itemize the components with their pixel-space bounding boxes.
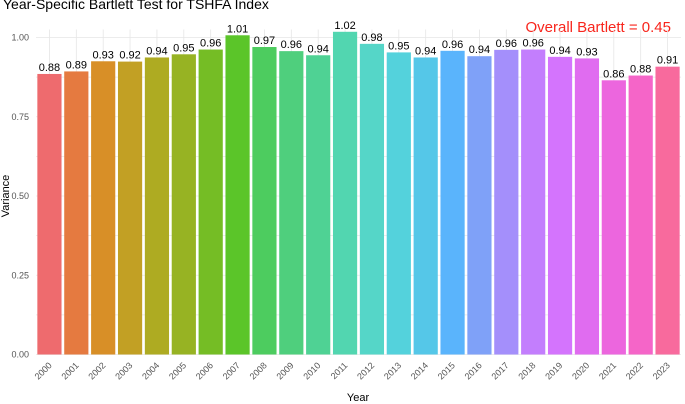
bar-2005 xyxy=(171,54,196,355)
x-tick-label: 2015 xyxy=(436,360,457,381)
data-label: 1.02 xyxy=(334,20,355,32)
data-label: 0.94 xyxy=(146,45,167,57)
y-tick-label: 0.50 xyxy=(11,191,29,201)
bar-2016 xyxy=(467,56,492,355)
bar-2023 xyxy=(655,66,680,355)
x-tick-label: 2010 xyxy=(301,360,322,381)
x-tick-label: 2020 xyxy=(570,360,591,381)
bar-2018 xyxy=(521,49,546,355)
bar-2021 xyxy=(601,80,626,355)
data-label: 0.96 xyxy=(522,38,543,50)
bar-2008 xyxy=(252,47,277,355)
y-tick-label: 0.00 xyxy=(11,350,29,360)
bar-2020 xyxy=(574,58,600,355)
bar-2017 xyxy=(494,49,519,355)
data-label: 0.95 xyxy=(388,40,409,52)
y-axis-ticks: 0.00 0.25 0.50 0.75 1.00 xyxy=(11,33,29,360)
y-axis-label: Variance xyxy=(0,175,12,218)
x-tick-label: 2006 xyxy=(194,360,215,381)
x-tick-label: 2019 xyxy=(543,360,564,381)
bar-2003 xyxy=(117,61,143,355)
overall-bartlett-annotation: Overall Bartlett = 0.45 xyxy=(526,19,672,36)
bar-2010 xyxy=(306,55,331,355)
x-tick-label: 2002 xyxy=(86,360,107,381)
data-label: 0.86 xyxy=(603,68,624,80)
bar-2015 xyxy=(440,50,465,355)
data-label: 0.93 xyxy=(92,49,113,61)
data-label: 0.96 xyxy=(442,39,463,51)
data-label: 0.93 xyxy=(576,46,597,58)
data-label: 0.88 xyxy=(630,64,651,76)
data-label: 0.94 xyxy=(469,44,490,56)
data-label: 1.01 xyxy=(227,23,248,35)
y-tick-label: 1.00 xyxy=(11,33,29,43)
bar-2006 xyxy=(198,49,223,355)
x-tick-label: 2009 xyxy=(274,360,295,381)
data-labels: 0.88 0.89 0.93 0.92 0.94 0.95 0.96 1.01 0.97 0.96… xyxy=(39,20,679,81)
data-label: 0.89 xyxy=(66,59,87,71)
data-label: 0.98 xyxy=(361,32,382,44)
y-tick-label: 0.25 xyxy=(11,270,29,280)
x-axis-ticks: 2000 2001 2002 2003 2004 2005 2006 2007 2008 2009… xyxy=(33,360,672,381)
x-tick-label: 2005 xyxy=(167,360,188,381)
bar-2022 xyxy=(628,75,653,355)
bar-2001 xyxy=(64,71,89,355)
bar-2019 xyxy=(547,56,573,355)
x-tick-label: 2012 xyxy=(355,360,376,381)
y-tick-label: 0.75 xyxy=(11,112,29,122)
bar-2004 xyxy=(144,57,170,355)
x-tick-label: 2000 xyxy=(33,360,54,381)
bar-2014 xyxy=(413,57,438,355)
data-label: 0.88 xyxy=(39,62,60,74)
x-tick-label: 2008 xyxy=(248,360,269,381)
data-label: 0.96 xyxy=(200,38,221,50)
data-label: 0.91 xyxy=(657,55,678,67)
x-tick-label: 2001 xyxy=(59,360,80,381)
data-label: 0.96 xyxy=(496,38,517,50)
bar-2000 xyxy=(37,73,62,355)
x-axis-label: Year xyxy=(347,392,370,404)
bar-2002 xyxy=(91,61,116,355)
x-tick-label: 2016 xyxy=(463,360,484,381)
x-tick-label: 2013 xyxy=(382,360,403,381)
bar-2007 xyxy=(225,35,250,355)
x-tick-label: 2021 xyxy=(597,360,618,381)
bar-2009 xyxy=(279,51,304,355)
data-label: 0.92 xyxy=(119,50,140,62)
x-tick-label: 2003 xyxy=(113,360,134,381)
data-label: 0.94 xyxy=(549,45,570,57)
x-tick-label: 2022 xyxy=(624,360,645,381)
chart-title: Year-Specific Bartlett Test for TSHFA In… xyxy=(3,0,269,12)
x-tick-label: 2007 xyxy=(221,360,242,381)
x-tick-label: 2018 xyxy=(516,360,537,381)
x-tick-label: 2023 xyxy=(651,360,672,381)
x-tick-label: 2004 xyxy=(140,360,161,381)
data-label: 0.95 xyxy=(173,42,194,54)
data-label: 0.96 xyxy=(281,39,302,51)
x-tick-label: 2011 xyxy=(329,360,350,381)
x-tick-label: 2014 xyxy=(409,360,430,381)
data-label: 0.97 xyxy=(254,35,275,47)
bar-2011 xyxy=(332,31,358,355)
bar-2012 xyxy=(359,43,385,355)
data-label: 0.94 xyxy=(307,43,328,55)
data-label: 0.94 xyxy=(415,45,436,57)
bar-2013 xyxy=(386,52,411,355)
bars xyxy=(37,31,680,355)
x-tick-label: 2017 xyxy=(489,360,510,381)
